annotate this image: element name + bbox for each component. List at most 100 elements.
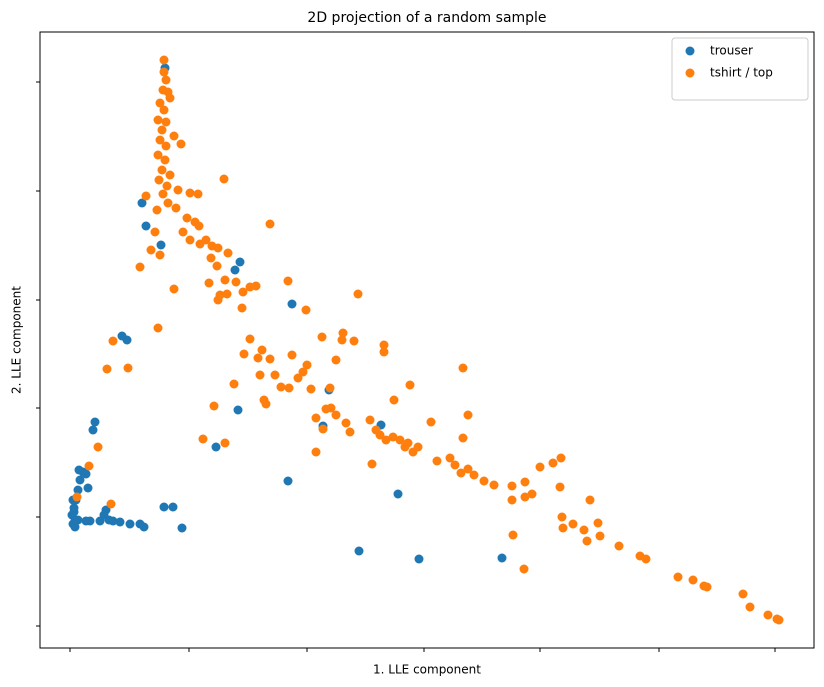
x-axis-label: 1. LLE component xyxy=(373,663,481,677)
point xyxy=(413,442,423,452)
point xyxy=(337,335,347,345)
point xyxy=(469,470,479,480)
point xyxy=(153,150,163,160)
point xyxy=(265,354,275,364)
point xyxy=(157,165,167,175)
point xyxy=(276,382,286,392)
point xyxy=(326,403,336,413)
point xyxy=(72,492,82,502)
point xyxy=(168,502,178,512)
point xyxy=(349,336,359,346)
point xyxy=(155,98,165,108)
point xyxy=(239,349,249,359)
point xyxy=(311,413,321,423)
point xyxy=(345,427,355,437)
point xyxy=(150,227,160,237)
point xyxy=(204,278,214,288)
point xyxy=(463,464,473,474)
point xyxy=(298,367,308,377)
point xyxy=(158,189,168,199)
point xyxy=(595,531,605,541)
point xyxy=(381,435,391,445)
point xyxy=(414,554,424,564)
point xyxy=(75,475,85,485)
point xyxy=(84,461,94,471)
point xyxy=(558,523,568,533)
legend-label: tshirt / top xyxy=(710,66,773,80)
point xyxy=(556,453,566,463)
point xyxy=(69,507,79,517)
point xyxy=(106,499,116,509)
point xyxy=(568,519,578,529)
point xyxy=(520,477,530,487)
point xyxy=(557,512,567,522)
point xyxy=(198,434,208,444)
point xyxy=(365,415,375,425)
point xyxy=(219,174,229,184)
legend-marker xyxy=(685,68,695,78)
point xyxy=(405,380,415,390)
point xyxy=(318,424,328,434)
point xyxy=(235,257,245,267)
point xyxy=(102,364,112,374)
point xyxy=(141,221,151,231)
point xyxy=(614,541,624,551)
point xyxy=(104,515,114,525)
point xyxy=(395,435,405,445)
point xyxy=(161,117,171,127)
point xyxy=(108,336,118,346)
point xyxy=(445,453,455,463)
point xyxy=(489,480,499,490)
point xyxy=(582,536,592,546)
point xyxy=(193,189,203,199)
point xyxy=(535,462,545,472)
point xyxy=(201,235,211,245)
point xyxy=(206,253,216,263)
point xyxy=(222,289,232,299)
point xyxy=(284,383,294,393)
point xyxy=(673,572,683,582)
point xyxy=(220,438,230,448)
plot-frame xyxy=(39,31,815,649)
point xyxy=(302,360,312,370)
point xyxy=(497,553,507,563)
point xyxy=(173,185,183,195)
point xyxy=(426,417,436,427)
point xyxy=(153,323,163,333)
point xyxy=(163,198,173,208)
point xyxy=(123,363,133,373)
point xyxy=(231,277,241,287)
point xyxy=(137,198,147,208)
point xyxy=(156,240,166,250)
point xyxy=(93,442,103,452)
point xyxy=(379,340,389,350)
point xyxy=(95,516,105,526)
point xyxy=(135,262,145,272)
point xyxy=(479,476,489,486)
point xyxy=(738,589,748,599)
point xyxy=(388,432,398,442)
point xyxy=(353,289,363,299)
point xyxy=(702,582,712,592)
point xyxy=(238,287,248,297)
point xyxy=(211,442,221,452)
point xyxy=(81,516,91,526)
point xyxy=(774,615,784,625)
point xyxy=(585,495,595,505)
point xyxy=(593,518,603,528)
point xyxy=(287,350,297,360)
point xyxy=(165,170,175,180)
point xyxy=(182,213,192,223)
point xyxy=(301,305,311,315)
point xyxy=(90,417,100,427)
point xyxy=(229,379,239,389)
point xyxy=(223,248,233,258)
point xyxy=(157,125,167,135)
point xyxy=(283,276,293,286)
point xyxy=(185,188,195,198)
point xyxy=(456,468,466,478)
point xyxy=(283,476,293,486)
point xyxy=(88,425,98,435)
point xyxy=(212,261,222,271)
point xyxy=(81,469,91,479)
